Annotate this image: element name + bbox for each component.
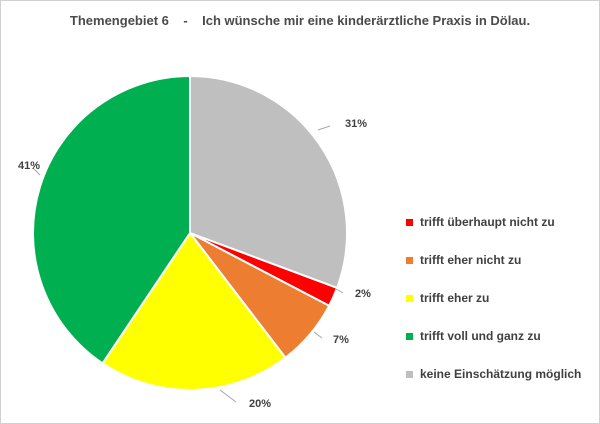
pie-slice-4 — [101, 231, 287, 391]
legend-label-1: trifft überhaupt nicht zu — [420, 215, 555, 229]
legend-label-4: trifft voll und ganz zu — [420, 329, 541, 343]
leader-lines — [32, 125, 344, 403]
legend: trifft überhaupt nicht zu trifft eher nic… — [406, 215, 581, 381]
data-label-1: 31% — [345, 118, 367, 130]
legend-label-5: keine Einschätzung möglich — [420, 367, 581, 381]
data-label-3: 7% — [333, 334, 349, 346]
leader-line-1 — [317, 125, 331, 131]
legend-swatch-5 — [406, 371, 413, 378]
leader-line-3 — [313, 331, 323, 339]
legend-label-3: trifft eher zu — [420, 291, 489, 305]
pie-slice-5 — [32, 74, 191, 365]
chart-title: Themengebiet 6 - Ich wünsche mir eine ki… — [69, 13, 531, 28]
pie-slice-1 — [189, 74, 348, 290]
pie-slices — [32, 74, 348, 391]
data-label-2: 2% — [355, 288, 371, 300]
data-label-4: 20% — [249, 398, 271, 410]
legend-swatch-4 — [406, 333, 413, 340]
legend-swatch-1 — [406, 219, 413, 226]
leader-line-2 — [335, 288, 344, 294]
legend-swatch-3 — [406, 295, 413, 302]
data-label-5: 41% — [18, 160, 40, 172]
legend-label-2: trifft eher nicht zu — [420, 253, 521, 267]
data-labels: 31% 2% 7% 20% 41% — [18, 118, 371, 410]
legend-swatch-2 — [406, 257, 413, 264]
leader-line-4 — [219, 389, 237, 403]
leader-line-5 — [32, 167, 41, 176]
